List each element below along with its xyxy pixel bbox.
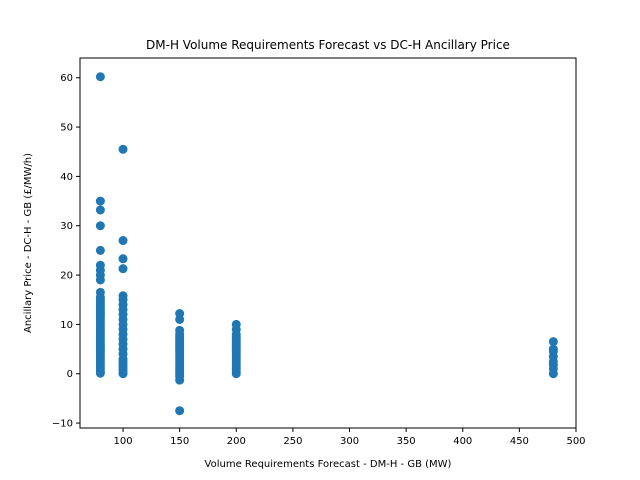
data-point xyxy=(95,205,105,215)
y-tick-label: 40 xyxy=(60,172,73,183)
x-tick-label: 450 xyxy=(510,436,529,447)
data-point xyxy=(118,236,128,246)
y-tick-label: 30 xyxy=(60,221,73,232)
x-tick-label: 300 xyxy=(340,436,359,447)
x-tick-label: 350 xyxy=(397,436,416,447)
chart-title: DM-H Volume Requirements Forecast vs DC-… xyxy=(146,38,510,52)
x-axis-ticks: 100 150 200 250 300 350 400 450 500 xyxy=(113,428,586,447)
data-point xyxy=(175,406,185,416)
data-point xyxy=(95,221,105,231)
data-point xyxy=(231,369,241,379)
y-tick-label: 50 xyxy=(60,123,73,134)
x-tick-label: 200 xyxy=(227,436,246,447)
data-point xyxy=(95,72,105,82)
data-point xyxy=(175,314,185,324)
data-point xyxy=(118,144,128,154)
data-point xyxy=(95,196,105,206)
y-tick-label: 0 xyxy=(67,369,73,380)
data-point xyxy=(95,368,105,378)
data-point xyxy=(118,369,128,379)
y-axis-ticks: −10 0 10 20 30 40 50 60 xyxy=(52,73,80,430)
data-point xyxy=(175,375,185,385)
x-tick-label: 150 xyxy=(170,436,189,447)
x-axis-label: Volume Requirements Forecast - DM-H - GB… xyxy=(205,459,452,470)
y-tick-label: −10 xyxy=(52,419,73,430)
data-point xyxy=(95,245,105,255)
data-point xyxy=(118,264,128,274)
data-points xyxy=(95,72,558,416)
x-tick-label: 500 xyxy=(566,436,585,447)
data-point xyxy=(118,254,128,264)
y-axis-label: Ancillary Price - DC-H - GB (£/MW/h) xyxy=(23,153,34,333)
data-point xyxy=(548,369,558,379)
data-point xyxy=(548,337,558,347)
y-tick-label: 10 xyxy=(60,320,73,331)
x-tick-label: 250 xyxy=(283,436,302,447)
x-tick-label: 100 xyxy=(113,436,132,447)
y-tick-label: 20 xyxy=(60,271,73,282)
y-tick-label: 60 xyxy=(60,73,73,84)
plot-area-frame xyxy=(79,57,577,429)
x-tick-label: 400 xyxy=(453,436,472,447)
data-point xyxy=(95,275,105,285)
